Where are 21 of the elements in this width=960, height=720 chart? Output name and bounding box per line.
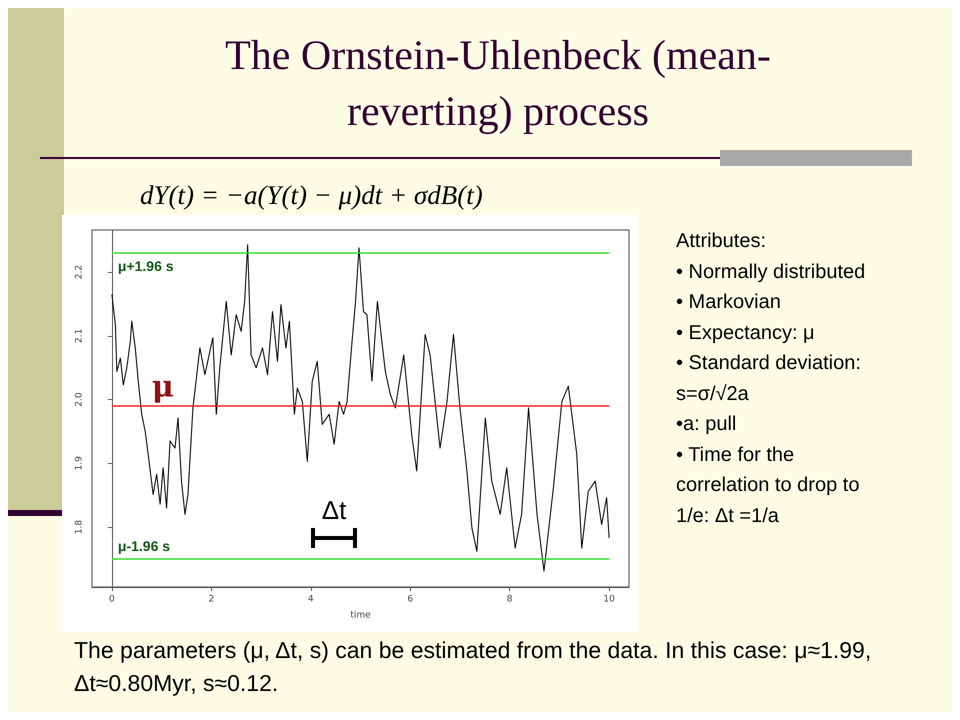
x-tick-label: 0 [109, 594, 116, 604]
text: The parameters (μ, Δt, s) can be estimated from the data. In this case: μ≈1.99, Δt≈0.80Myr, s≈0.12. [74, 636, 872, 698]
y-tick-label: 2.1 [74, 328, 84, 343]
x-tick-label: 10 [603, 594, 616, 604]
x-tick-label: 2 [208, 594, 214, 604]
y-tick-label: 1.8 [74, 520, 84, 534]
chart-title: The Ornstein-Uhlenbeck (mean-reverting) process [224, 32, 772, 137]
y-tick-label: 2.0 [74, 392, 84, 407]
ref-line-label: μ [152, 369, 174, 404]
x-tick-label: 8 [506, 594, 513, 604]
ref-line-label: μ+1.96 s [118, 258, 174, 274]
x-tick-label: 6 [407, 594, 414, 604]
line-series [111, 244, 610, 572]
x-tick-label: 4 [308, 594, 314, 604]
y-tick-label: 2.2 [74, 264, 84, 280]
annotation: Δt [320, 495, 348, 525]
text: dY(t) = −a(Y(t) − μ)dt + σdB(t) [140, 180, 483, 211]
y-tick-label: 1.9 [74, 456, 84, 470]
x-axis-title: time [350, 610, 372, 620]
text: Attributes: • Normally distributed • Markovian • Expectancy: μ • Standard deviation: s=σ/√2a •a: pull • Time for the correlation to drop to 1/e: Δt =1/a [676, 230, 866, 526]
ref-line-label: μ-1.96 s [118, 538, 170, 554]
